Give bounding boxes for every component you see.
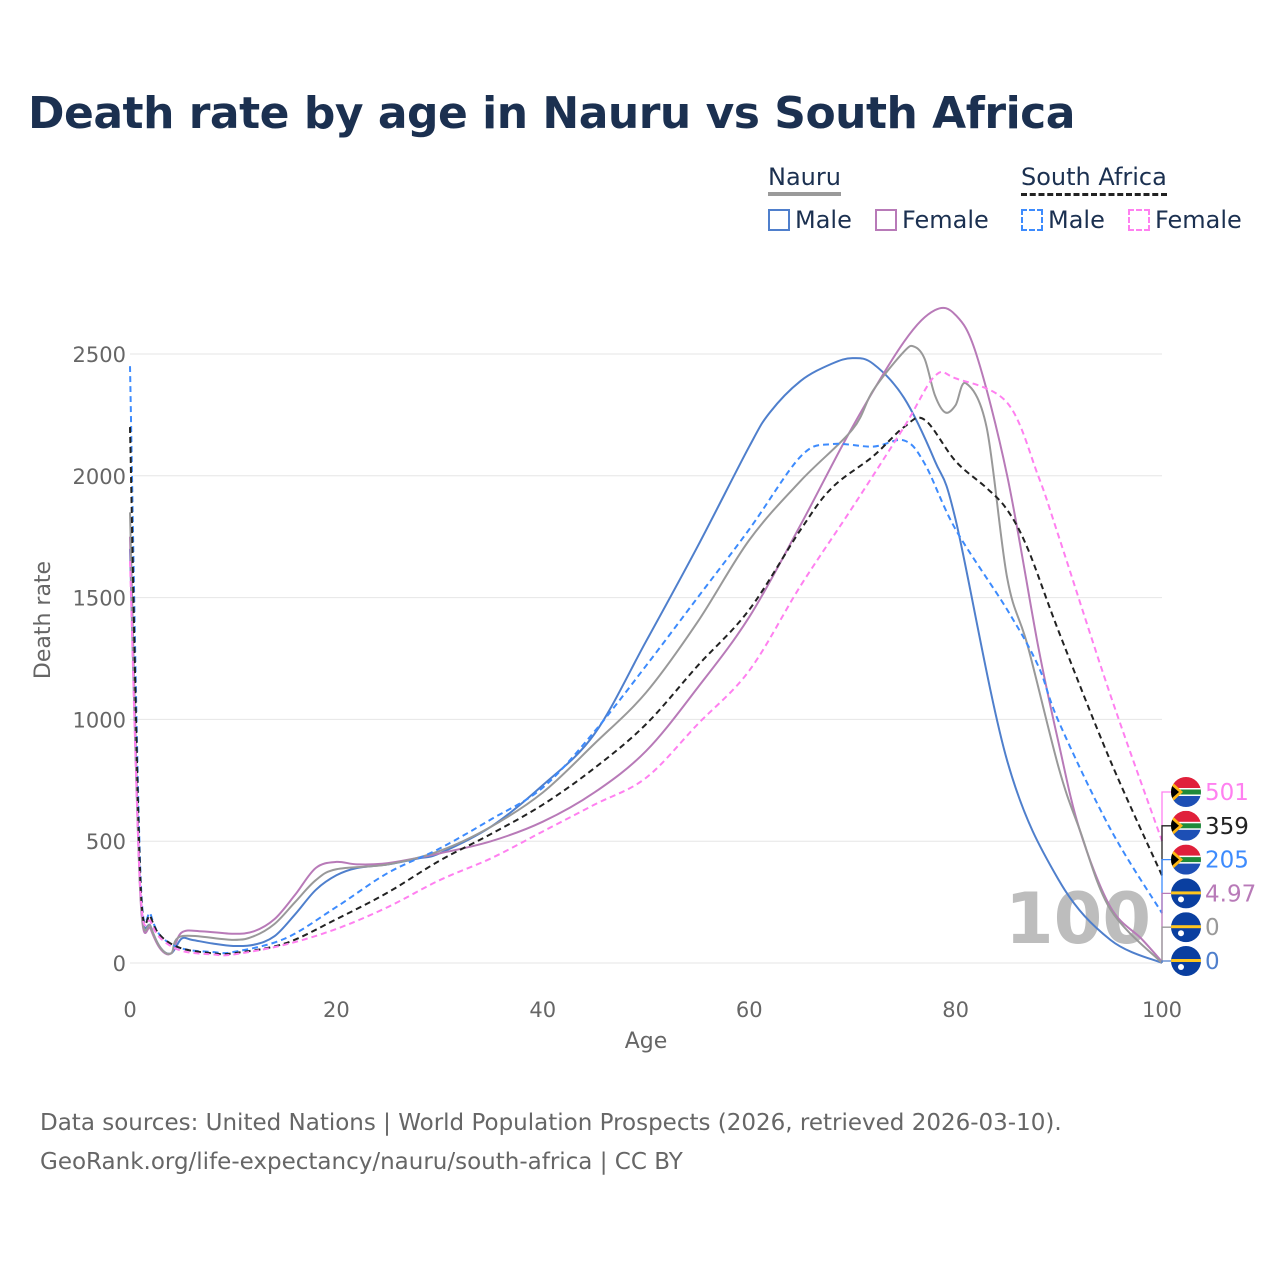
south-africa-flag-icon bbox=[1171, 844, 1201, 875]
chart-title: Death rate by age in Nauru vs South Afri… bbox=[28, 88, 1075, 139]
legend-label: Female bbox=[1155, 206, 1242, 234]
end-label-connector bbox=[1161, 858, 1171, 914]
south-africa-flag-icon bbox=[1171, 810, 1201, 841]
legend-swatch bbox=[768, 209, 790, 231]
series-line-south-africa-male[interactable] bbox=[129, 366, 1163, 955]
end-label-connector bbox=[1161, 960, 1171, 963]
legend-swatch bbox=[1021, 209, 1043, 231]
legend-group-label: South Africa bbox=[1021, 163, 1167, 191]
series-line-nauru-female[interactable] bbox=[129, 306, 1163, 963]
end-label-connector bbox=[1161, 825, 1171, 876]
legend-label: Male bbox=[795, 206, 852, 234]
legend-south-africa-female[interactable]: Female bbox=[1128, 206, 1242, 234]
legend-group-south-africa[interactable]: South Africa bbox=[1021, 163, 1167, 196]
end-value-label: 4.97 bbox=[1205, 881, 1256, 907]
legend-nauru-male[interactable]: Male bbox=[768, 206, 852, 234]
nauru-flag-icon bbox=[1171, 878, 1201, 909]
nauru-flag-icon bbox=[1171, 946, 1201, 976]
x-tick-label: 80 bbox=[942, 998, 969, 1022]
end-value-label: 0 bbox=[1205, 949, 1220, 975]
end-label-connector bbox=[1161, 926, 1171, 963]
x-tick-label: 0 bbox=[123, 998, 136, 1022]
y-tick-label: 500 bbox=[86, 830, 126, 854]
south-africa-flag-icon bbox=[1171, 777, 1201, 807]
footer-url[interactable]: GeoRank.org/life-expectancy/nauru/south-… bbox=[40, 1149, 683, 1175]
legend-solid-line bbox=[768, 192, 841, 196]
legend-swatch bbox=[875, 209, 897, 231]
series-line-nauru-male[interactable] bbox=[129, 357, 1163, 964]
y-tick-label: 0 bbox=[113, 952, 126, 976]
y-tick-label: 1000 bbox=[73, 708, 126, 732]
legend-group-label: Nauru bbox=[768, 163, 841, 191]
year-watermark: 100 bbox=[1005, 878, 1151, 960]
end-value-label: 501 bbox=[1205, 780, 1249, 806]
x-tick-label: 60 bbox=[736, 998, 763, 1022]
legend-dashed-line bbox=[1021, 193, 1167, 196]
x-tick-label: 100 bbox=[1142, 998, 1182, 1022]
end-value-label: 205 bbox=[1205, 848, 1249, 874]
y-tick-label: 1500 bbox=[73, 587, 126, 611]
x-tick-label: 20 bbox=[323, 998, 350, 1022]
y-tick-label: 2500 bbox=[73, 343, 126, 367]
footer-sources: Data sources: United Nations | World Pop… bbox=[40, 1110, 1062, 1136]
x-tick-label: 40 bbox=[529, 998, 556, 1022]
end-value-label: 0 bbox=[1205, 915, 1220, 941]
series-line-south-africa[interactable] bbox=[129, 416, 1163, 956]
legend-label: Female bbox=[902, 206, 989, 234]
x-axis-label: Age bbox=[625, 1029, 668, 1054]
legend-label: Male bbox=[1048, 206, 1105, 234]
series-line-nauru[interactable] bbox=[129, 344, 1163, 964]
legend-swatch bbox=[1128, 209, 1150, 231]
series-line-south-africa-female[interactable] bbox=[129, 370, 1163, 957]
legend-group-nauru[interactable]: Nauru bbox=[768, 163, 841, 196]
legend-nauru-female[interactable]: Female bbox=[875, 206, 989, 234]
end-value-label: 359 bbox=[1205, 814, 1249, 840]
y-axis-label: Death rate bbox=[31, 561, 56, 679]
y-tick-label: 2000 bbox=[73, 465, 126, 489]
legend-south-africa-male[interactable]: Male bbox=[1021, 206, 1105, 234]
end-label-connector bbox=[1161, 791, 1171, 841]
nauru-flag-icon bbox=[1171, 912, 1201, 943]
